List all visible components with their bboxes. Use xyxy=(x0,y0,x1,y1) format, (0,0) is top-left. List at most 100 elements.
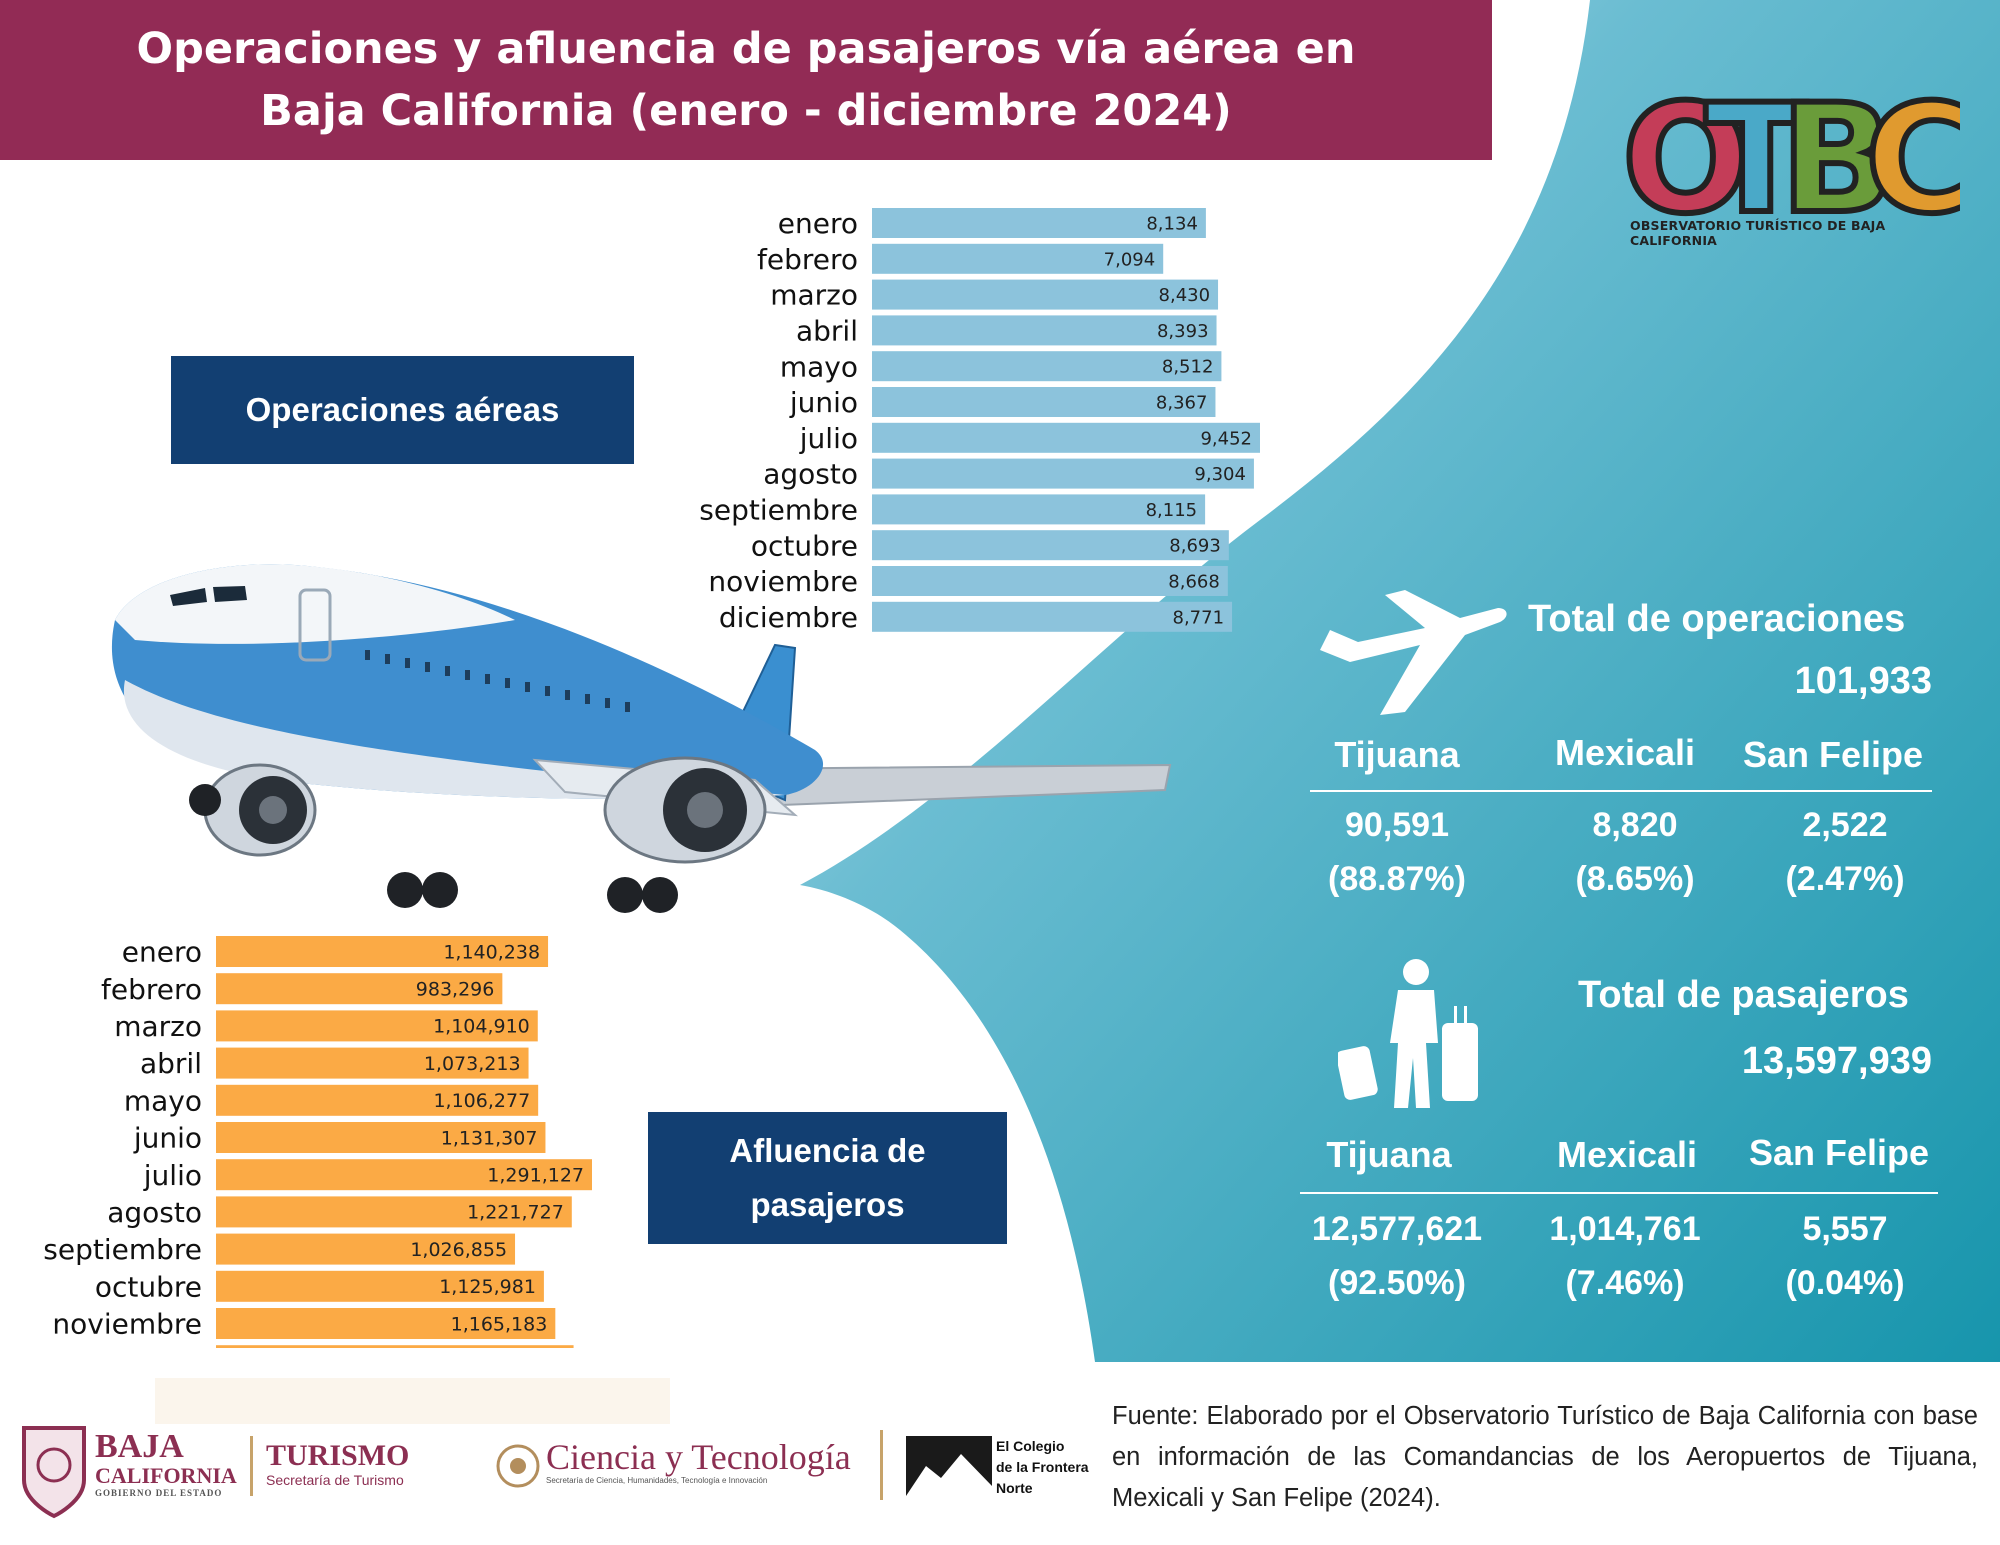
data-label: 1,165,183 xyxy=(451,1313,548,1335)
pax-san-felipe-pct: (0.04%) xyxy=(1785,1264,1905,1302)
data-label: 1,106,277 xyxy=(433,1090,530,1112)
data-label: 1,125,981 xyxy=(439,1276,536,1298)
data-label: 1,131,307 xyxy=(441,1127,538,1149)
category-label: octubre xyxy=(95,1270,202,1303)
bar xyxy=(216,1196,572,1228)
title-banner: Operaciones y afluencia de pasajeros vía… xyxy=(0,0,1492,160)
pax-tijuana-pct: (92.50%) xyxy=(1328,1264,1466,1302)
turismo-logo-line-1: TURISMO xyxy=(266,1439,410,1472)
category-label: marzo xyxy=(770,279,858,312)
data-label: 1,291,127 xyxy=(487,1165,584,1187)
colef-mountain-icon xyxy=(906,1436,992,1496)
ops-city-tijuana: Tijuana xyxy=(1334,734,1460,775)
ops-mexicali-pct: (8.65%) xyxy=(1575,860,1695,898)
passengers-section-label: Afluencia de pasajeros xyxy=(648,1112,1007,1244)
pax-divider xyxy=(1300,1192,1938,1194)
bc-logo-line-2: CALIFORNIA xyxy=(95,1463,237,1488)
ops-divider xyxy=(1310,790,1932,792)
pax-mexicali-number: 1,014,761 xyxy=(1549,1210,1701,1248)
footer-divider-2 xyxy=(880,1430,883,1500)
category-label: febrero xyxy=(757,243,858,276)
svg-text:O: O xyxy=(1622,73,1750,236)
category-label: septiembre xyxy=(43,1233,202,1266)
ops-city-san-felipe: San Felipe xyxy=(1742,734,1924,775)
category-label: julio xyxy=(799,422,858,455)
category-label: enero xyxy=(122,936,202,969)
pax-city-tijuana: Tijuana xyxy=(1326,1134,1452,1175)
category-label: abril xyxy=(140,1047,202,1080)
bar xyxy=(872,494,1206,525)
ops-san-felipe-number: 2,522 xyxy=(1802,806,1888,844)
data-label: 983,296 xyxy=(416,979,495,1001)
bar xyxy=(872,422,1260,453)
category-label: mayo xyxy=(124,1084,202,1117)
category-label: noviembre xyxy=(708,565,858,598)
data-label: 8,771 xyxy=(1173,607,1225,628)
category-label: noviembre xyxy=(52,1308,202,1341)
category-label: abril xyxy=(796,314,858,347)
bar xyxy=(872,315,1217,346)
category-label: octubre xyxy=(751,529,858,562)
bar xyxy=(872,208,1206,238)
operations-total-title: Total de operaciones xyxy=(1528,598,1906,640)
data-label: 8,668 xyxy=(1168,571,1220,592)
pax-city-san-felipe: San Felipe xyxy=(1748,1132,1930,1173)
otbc-caption: OBSERVATORIO TURÍSTICO DE BAJA CALIFORNI… xyxy=(1630,218,1886,248)
pax-tijuana-value: 12,577,621 (92.50%) xyxy=(1282,1202,1512,1310)
data-label: 8,367 xyxy=(1156,392,1208,413)
ops-mexicali-number: 8,820 xyxy=(1592,806,1678,844)
pax-tijuana-number: 12,577,621 xyxy=(1311,1210,1483,1248)
title-line-2: Baja California (enero - diciembre 2024) xyxy=(260,86,1232,136)
baja-california-shield-icon xyxy=(22,1426,86,1519)
bar xyxy=(872,530,1229,561)
passengers-total-value: 13,597,939 xyxy=(1741,1040,1932,1082)
traveler-icon xyxy=(1338,959,1478,1108)
bar xyxy=(216,973,503,1005)
colef-logo-line-1: El Colegio xyxy=(996,1438,1065,1454)
category-label: junio xyxy=(133,1122,202,1155)
operations-section-label: Operaciones aéreas xyxy=(171,356,634,464)
ciencia-logo: Ciencia y Tecnología Secretaría de Cienc… xyxy=(546,1438,851,1485)
category-label: julio xyxy=(143,1159,202,1192)
bar xyxy=(216,1010,538,1042)
bar xyxy=(216,1308,556,1339)
baja-california-logo: BAJA CALIFORNIA GOBIERNO DEL ESTADO xyxy=(95,1428,237,1499)
svg-text:C: C xyxy=(1865,73,1960,236)
data-label: 1,104,910 xyxy=(433,1016,530,1038)
category-label: mayo xyxy=(780,350,858,383)
bar xyxy=(216,1270,544,1302)
category-label: agosto xyxy=(763,458,858,491)
bar xyxy=(872,351,1222,382)
bar xyxy=(872,243,1164,274)
source-note: Fuente: Elaborado por el Observatorio Tu… xyxy=(1112,1402,1978,1512)
bar xyxy=(216,1345,574,1348)
data-label: 1,221,727 xyxy=(467,1202,564,1224)
pax-city-mexicali: Mexicali xyxy=(1556,1134,1698,1175)
operations-total-value: 101,933 xyxy=(1794,660,1932,702)
chart-footer-band xyxy=(155,1378,670,1424)
data-label: 8,393 xyxy=(1157,321,1209,342)
data-label: 1,073,213 xyxy=(424,1053,521,1075)
category-label: agosto xyxy=(107,1196,202,1229)
bar xyxy=(216,1084,539,1116)
ops-mexicali-value: 8,820 (8.65%) xyxy=(1520,798,1750,906)
bar xyxy=(216,1159,592,1191)
data-label: 8,512 xyxy=(1162,357,1214,378)
airplane-illustration xyxy=(111,564,1172,913)
data-label: 7,094 xyxy=(1104,249,1156,270)
mexico-coat-of-arms-icon xyxy=(496,1444,540,1488)
data-label: 1,140,238 xyxy=(443,941,540,963)
bar xyxy=(872,387,1216,417)
ops-san-felipe-pct: (2.47%) xyxy=(1785,860,1905,898)
data-label: 9,452 xyxy=(1200,428,1252,449)
pax-san-felipe-value: 5,557 (0.04%) xyxy=(1730,1202,1960,1310)
ops-city-mexicali: Mexicali xyxy=(1554,732,1696,773)
bc-logo-line-3: GOBIERNO DEL ESTADO xyxy=(95,1488,223,1498)
ops-san-felipe-value: 2,522 (2.47%) xyxy=(1730,798,1960,906)
category-label: marzo xyxy=(114,1010,202,1043)
category-label: diciembre xyxy=(719,601,858,634)
bc-logo-line-1: BAJA xyxy=(95,1428,184,1465)
ciencia-logo-line-2: Secretaría de Ciencia, Humanidades, Tecn… xyxy=(546,1476,768,1485)
colef-logo-line-3: Norte xyxy=(996,1480,1033,1496)
passengers-bar-chart: enero 1,140,238 febrero 983,296 marzo 1,104,9… xyxy=(43,936,592,1348)
